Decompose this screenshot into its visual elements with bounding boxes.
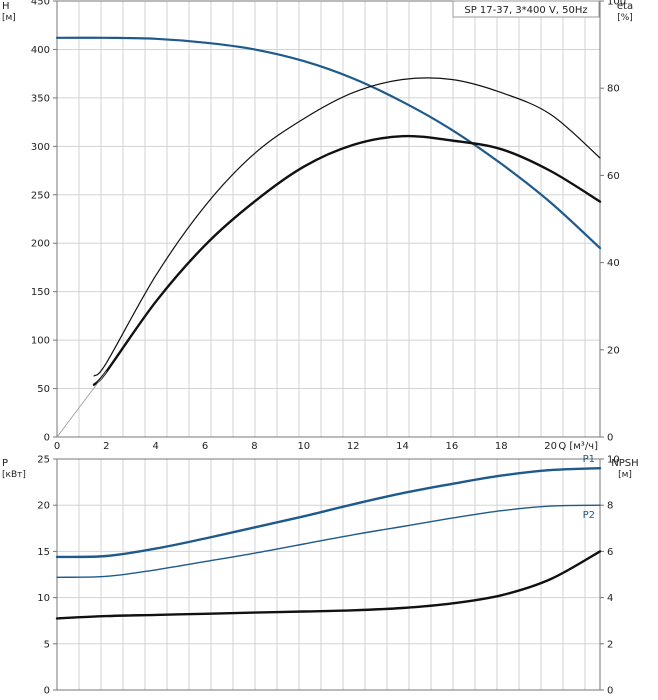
left-axis-tick-label: 150 (31, 287, 50, 298)
left-axis-tick-label: 5 (44, 639, 50, 650)
left-axis-tick-label: 10 (37, 593, 50, 604)
left-axis-label: H (2, 1, 10, 12)
x-axis-tick-label: 2 (103, 441, 109, 452)
left-axis-tick-label: 25 (37, 455, 50, 466)
left-axis-tick-label: 250 (31, 190, 50, 201)
right-axis-unit: [м] (618, 470, 632, 480)
left-axis-tick-label: 200 (31, 239, 50, 250)
chart-panel-1: 0 50 100 150 200 250 300 350 400 450 0 20 40 60 80 100 0… (2, 0, 633, 452)
series-line-2 (93, 77, 601, 377)
right-axis-label: NPSH (611, 458, 638, 469)
left-axis-tick-label: 400 (31, 45, 50, 56)
right-axis-tick-label: 8 (607, 501, 613, 512)
left-axis-tick-label: 450 (31, 0, 50, 8)
x-axis-tick-label: 6 (202, 441, 208, 452)
plot-frame (56, 458, 601, 691)
left-axis-unit: [кВт] (2, 470, 26, 480)
series-line-2 (56, 504, 601, 578)
series-line-4 (56, 371, 107, 438)
x-axis-tick-label: 4 (153, 441, 159, 452)
left-axis-tick-label: 50 (37, 384, 50, 395)
right-axis-tick-label: 80 (607, 84, 620, 95)
left-axis-label: P (2, 458, 8, 469)
right-axis-tick-label: 100 (607, 0, 626, 8)
x-axis-tick-label: 18 (495, 441, 508, 452)
left-axis-tick-label: 15 (37, 547, 50, 558)
right-axis-tick-label: 0 (607, 686, 613, 697)
series-label: P1 (583, 454, 595, 465)
left-axis-tick-label: 100 (31, 336, 50, 347)
x-axis-label: Q [м³/ч] (558, 441, 598, 452)
x-axis-tick-label: 8 (251, 441, 257, 452)
right-axis-label: eta (617, 1, 633, 12)
x-axis-tick-label: 12 (347, 441, 360, 452)
right-axis-tick-label: 6 (607, 547, 613, 558)
chart-title: SP 17-37, 3*400 V, 50Hz (464, 5, 587, 16)
series-label: P2 (583, 510, 595, 521)
left-axis-tick-label: 300 (31, 142, 50, 153)
series-line-1 (55, 36, 602, 250)
right-axis-unit: [%] (617, 13, 633, 23)
right-axis-tick-label: 60 (607, 171, 620, 182)
left-axis-tick-label: 0 (44, 433, 50, 444)
title-box (452, 0, 600, 18)
series-line-3 (55, 550, 602, 620)
x-axis-tick-label: 16 (446, 441, 459, 452)
series-line-1 (55, 467, 602, 559)
chart-panel-2: 0 5 10 15 20 25 0 2 4 6 8 10 P[кВт] NPSH[м] P1 P2 (2, 454, 639, 696)
right-axis-tick-label: 40 (607, 258, 620, 269)
left-axis-unit: [м] (2, 13, 16, 23)
right-axis-tick-label: 2 (607, 639, 613, 650)
plot-frame (56, 0, 601, 438)
right-axis-tick-label: 4 (607, 593, 613, 604)
x-axis-tick-label: 20 (544, 441, 557, 452)
right-axis-tick-label: 10 (607, 455, 620, 466)
right-axis-tick-label: 20 (607, 345, 620, 356)
series-line-3 (92, 134, 602, 386)
x-axis-tick-label: 14 (396, 441, 409, 452)
x-axis-tick-label: 10 (297, 441, 310, 452)
x-axis-tick-label: 0 (54, 441, 60, 452)
right-axis-tick-label: 0 (607, 433, 613, 444)
left-axis-tick-label: 0 (44, 686, 50, 697)
left-axis-tick-label: 20 (37, 501, 50, 512)
left-axis-tick-label: 350 (31, 93, 50, 104)
